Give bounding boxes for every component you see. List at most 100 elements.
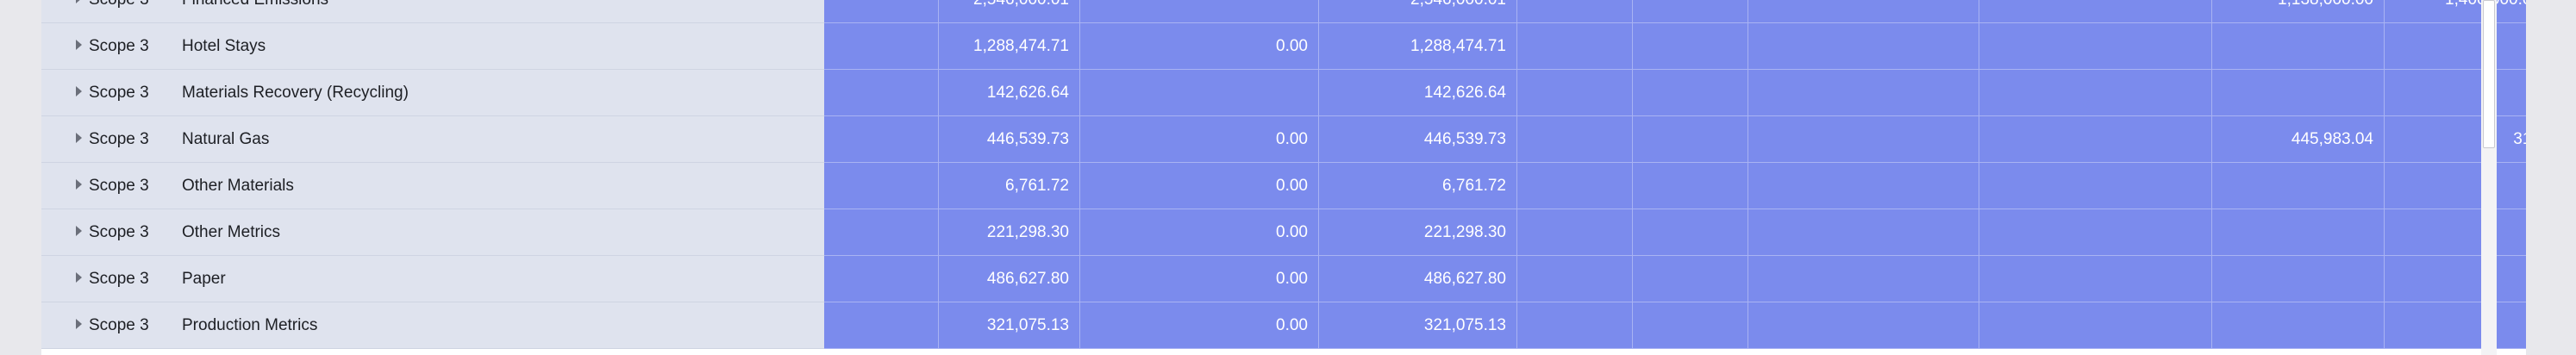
table-cell[interactable] xyxy=(1633,209,1748,256)
table-cell[interactable] xyxy=(1517,0,1633,23)
row-header: Scope 3 Materials Recovery (Recycling) xyxy=(41,70,824,116)
table-cell[interactable] xyxy=(824,0,939,23)
table-cell[interactable]: 321,075.13 xyxy=(1319,302,1517,349)
table-cell[interactable] xyxy=(1633,116,1748,163)
table-cell[interactable] xyxy=(2212,70,2385,116)
table-cell[interactable] xyxy=(1633,256,1748,302)
table-cell[interactable] xyxy=(824,209,939,256)
table-cell[interactable] xyxy=(2212,302,2385,349)
table-cell[interactable]: 310 xyxy=(2385,116,2526,163)
table-cell[interactable] xyxy=(2212,256,2385,302)
table-cell[interactable]: 486,627.80 xyxy=(1319,256,1517,302)
table-cell[interactable] xyxy=(824,163,939,209)
caret-right-icon[interactable] xyxy=(76,179,82,190)
table-cell[interactable]: 221,298.30 xyxy=(1319,209,1517,256)
table-cell[interactable]: 445,983.04 xyxy=(2212,116,2385,163)
caret-right-icon[interactable] xyxy=(76,0,82,3)
table-row[interactable]: Scope 3 Hotel Stays 1,288,474.71 0.00 1,288,… xyxy=(41,23,2526,70)
table-cell[interactable] xyxy=(1517,23,1633,70)
table-cell[interactable]: 142,626.64 xyxy=(939,70,1080,116)
table-row[interactable]: Scope 3 Production Metrics 321,075.13 0.00 3… xyxy=(41,302,2526,349)
table-cell[interactable]: 2,546,000.01 xyxy=(1319,0,1517,23)
table-row[interactable]: Scope 3Financed Emissions2,546,000.012,5… xyxy=(41,0,2526,23)
table-cell[interactable]: 1,400,000.00 xyxy=(2385,0,2526,23)
table-cell[interactable] xyxy=(2212,23,2385,70)
table-cell[interactable]: 0.00 xyxy=(1080,256,1319,302)
table-cell[interactable] xyxy=(1979,209,2212,256)
table-cell[interactable] xyxy=(1633,302,1748,349)
table-cell[interactable] xyxy=(1080,0,1319,23)
table-cell[interactable] xyxy=(1979,256,2212,302)
table-cell[interactable]: 221,298.30 xyxy=(939,209,1080,256)
table-cell[interactable] xyxy=(2212,209,2385,256)
table-cell[interactable] xyxy=(1517,256,1633,302)
caret-right-icon[interactable] xyxy=(76,272,82,283)
table-cell[interactable]: 1,288,474.71 xyxy=(939,23,1080,70)
table-cell[interactable] xyxy=(1080,70,1319,116)
table-cell[interactable] xyxy=(1633,0,1748,23)
caret-right-icon[interactable] xyxy=(76,40,82,50)
table-cell[interactable] xyxy=(1517,116,1633,163)
data-grid: Scope 3Financed Emissions2,546,000.012,5… xyxy=(41,0,2526,349)
table-cell[interactable] xyxy=(1517,70,1633,116)
table-cell[interactable] xyxy=(1979,70,2212,116)
table-cell[interactable] xyxy=(2212,163,2385,209)
table-cell[interactable] xyxy=(1979,0,2212,23)
table-cell[interactable]: 321,075.13 xyxy=(939,302,1080,349)
table-row[interactable]: Scope 3 Natural Gas 446,539.73 0.00 446,539.… xyxy=(41,116,2526,163)
table-cell[interactable]: 0.00 xyxy=(1080,163,1319,209)
table-row[interactable]: Scope 3 Other Metrics 221,298.30 0.00 221,29… xyxy=(41,209,2526,256)
table-cell[interactable] xyxy=(1633,70,1748,116)
table-cell[interactable] xyxy=(1633,23,1748,70)
table-cell[interactable]: 1,138,000.00 xyxy=(2212,0,2385,23)
table-cell[interactable] xyxy=(824,70,939,116)
table-cell[interactable] xyxy=(2385,70,2526,116)
table-cell[interactable] xyxy=(2385,209,2526,256)
vertical-scrollbar-thumb[interactable] xyxy=(2483,0,2495,148)
table-cell[interactable] xyxy=(1748,302,1979,349)
table-cell[interactable] xyxy=(1517,163,1633,209)
table-cell[interactable] xyxy=(1517,302,1633,349)
table-row[interactable]: Scope 3 Other Materials 6,761.72 0.00 6,761.… xyxy=(41,163,2526,209)
table-cell[interactable]: 486,627.80 xyxy=(939,256,1080,302)
caret-right-icon[interactable] xyxy=(76,226,82,236)
table-cell[interactable] xyxy=(1979,302,2212,349)
table-cell[interactable] xyxy=(2385,302,2526,349)
table-cell[interactable]: 0.00 xyxy=(1080,116,1319,163)
table-cell[interactable] xyxy=(1748,116,1979,163)
table-row[interactable]: Scope 3 Materials Recovery (Recycling) 142… xyxy=(41,70,2526,116)
table-cell[interactable] xyxy=(1748,0,1979,23)
table-cell[interactable] xyxy=(1748,209,1979,256)
caret-right-icon[interactable] xyxy=(76,133,82,143)
table-cell[interactable] xyxy=(1979,23,2212,70)
caret-right-icon[interactable] xyxy=(76,319,82,329)
table-cell[interactable]: 0.00 xyxy=(1080,209,1319,256)
table-cell[interactable] xyxy=(2385,163,2526,209)
table-cell[interactable] xyxy=(1748,163,1979,209)
caret-right-icon[interactable] xyxy=(76,86,82,97)
table-cell[interactable] xyxy=(1979,163,2212,209)
table-cell[interactable]: 6,761.72 xyxy=(939,163,1080,209)
table-cell[interactable] xyxy=(824,302,939,349)
table-cell[interactable] xyxy=(2385,23,2526,70)
table-cell[interactable]: 142,626.64 xyxy=(1319,70,1517,116)
table-cell[interactable]: 1,288,474.71 xyxy=(1319,23,1517,70)
table-cell[interactable]: 446,539.73 xyxy=(1319,116,1517,163)
table-cell[interactable]: 0.00 xyxy=(1080,302,1319,349)
table-cell[interactable] xyxy=(1748,70,1979,116)
row-values: 6,761.72 0.00 6,761.72 xyxy=(824,163,2526,209)
table-cell[interactable] xyxy=(824,23,939,70)
table-row[interactable]: Scope 3 Paper 486,627.80 0.00 486,627.80 xyxy=(41,256,2526,302)
table-cell[interactable]: 2,546,000.01 xyxy=(939,0,1080,23)
table-cell[interactable] xyxy=(1748,256,1979,302)
table-cell[interactable] xyxy=(824,116,939,163)
table-cell[interactable] xyxy=(1633,163,1748,209)
table-cell[interactable]: 446,539.73 xyxy=(939,116,1080,163)
table-cell[interactable] xyxy=(824,256,939,302)
table-cell[interactable] xyxy=(1517,209,1633,256)
table-cell[interactable] xyxy=(1979,116,2212,163)
table-cell[interactable]: 0.00 xyxy=(1080,23,1319,70)
table-cell[interactable] xyxy=(1748,23,1979,70)
table-cell[interactable]: 6,761.72 xyxy=(1319,163,1517,209)
table-cell[interactable] xyxy=(2385,256,2526,302)
